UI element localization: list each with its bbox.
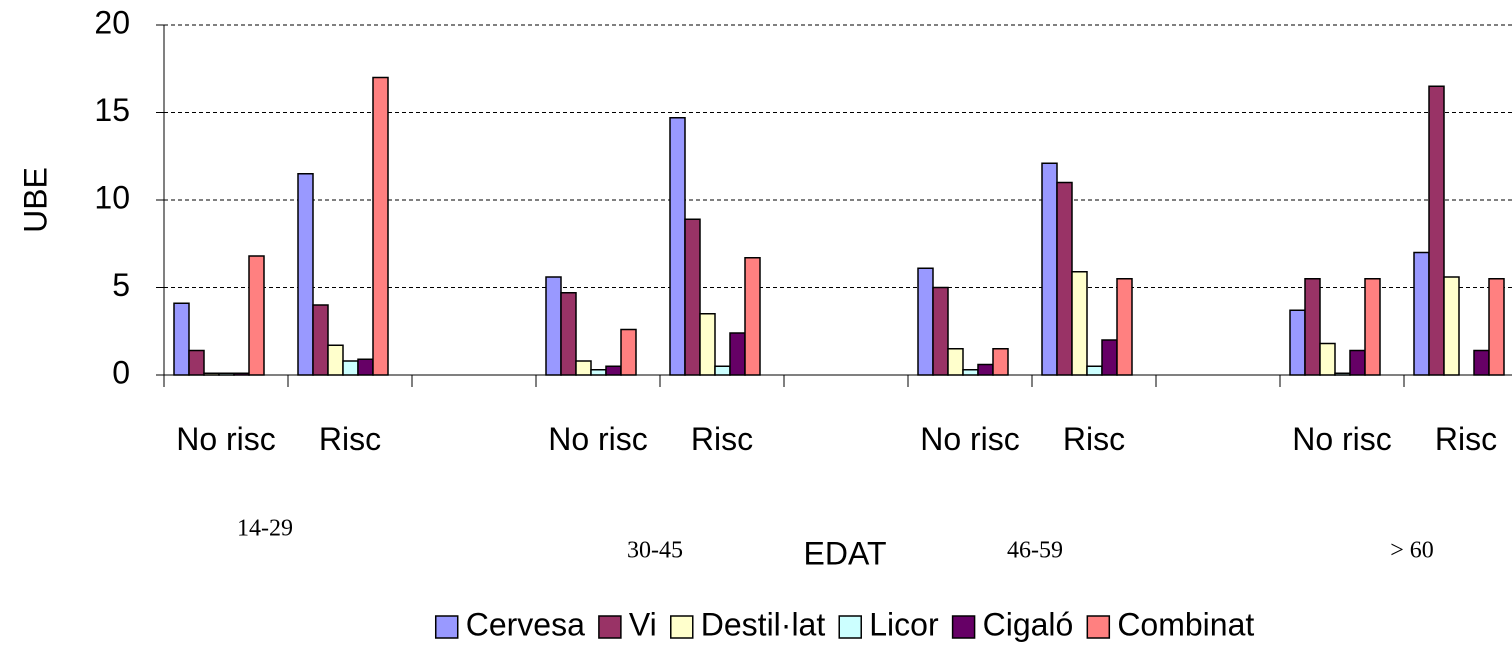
bar bbox=[699, 313, 716, 376]
bar bbox=[233, 372, 250, 376]
bar bbox=[372, 76, 389, 376]
x-axis-label: EDAT bbox=[804, 535, 887, 571]
bar bbox=[1428, 85, 1445, 376]
bar bbox=[1071, 271, 1088, 376]
bar bbox=[1086, 365, 1103, 376]
legend-swatch bbox=[1086, 615, 1111, 639]
x-tick-label: Risc bbox=[1434, 421, 1498, 457]
legend-label: Licor bbox=[869, 606, 939, 642]
bar bbox=[729, 332, 746, 376]
bar bbox=[327, 344, 344, 376]
bar bbox=[1289, 309, 1306, 376]
bar bbox=[992, 348, 1009, 376]
bar bbox=[203, 372, 220, 376]
bar bbox=[1443, 276, 1460, 376]
bar bbox=[962, 369, 979, 376]
x-tick-label-box: No risc bbox=[548, 421, 648, 457]
bar bbox=[188, 349, 205, 376]
bar bbox=[684, 218, 701, 376]
x-tick-label-box: Risc bbox=[318, 421, 382, 457]
bar bbox=[1319, 342, 1336, 376]
x-tick-label-box: No risc bbox=[1292, 421, 1392, 457]
legend-label: Cervesa bbox=[466, 606, 585, 642]
y-tick-label: 5 bbox=[112, 267, 130, 303]
y-axis-label: UBE bbox=[17, 167, 53, 233]
x-tick-label: Risc bbox=[1062, 421, 1126, 457]
bar bbox=[620, 328, 637, 376]
bar bbox=[1349, 349, 1366, 376]
group-label: 46-59 bbox=[1007, 538, 1063, 564]
legend-label: Combinat bbox=[1117, 606, 1254, 642]
bar bbox=[1041, 162, 1058, 376]
x-tick-label: Risc bbox=[690, 421, 754, 457]
legend-label: Destil·lat bbox=[701, 606, 826, 642]
legend-swatch bbox=[598, 615, 622, 639]
bar bbox=[357, 358, 374, 376]
legend-label: Vi bbox=[629, 606, 657, 642]
bar bbox=[605, 365, 622, 376]
group-label: 14-29 bbox=[237, 516, 293, 542]
bar bbox=[342, 360, 359, 376]
y-tick-label: 20 bbox=[94, 4, 130, 40]
y-tick-label: 10 bbox=[94, 179, 130, 215]
bar bbox=[297, 173, 314, 376]
legend-swatch bbox=[434, 615, 459, 639]
bar bbox=[248, 255, 265, 376]
x-tick-label: Risc bbox=[318, 421, 382, 457]
group-label: > 60 bbox=[1390, 538, 1434, 564]
bar bbox=[590, 369, 607, 376]
bar bbox=[1473, 349, 1490, 376]
bar bbox=[1364, 278, 1381, 376]
bar bbox=[575, 360, 592, 376]
bar bbox=[932, 286, 949, 376]
bar bbox=[1334, 372, 1351, 376]
x-tick-label-box: No risc bbox=[176, 421, 276, 457]
x-tick-label-box: Risc bbox=[690, 421, 754, 457]
bar bbox=[947, 348, 964, 376]
legend: Cervesa Vi Destil·lat Licor Cigaló Combinat bbox=[434, 606, 1254, 642]
bar bbox=[312, 304, 329, 376]
bar bbox=[977, 363, 994, 376]
bar bbox=[173, 302, 190, 376]
x-tick-label-box: No risc bbox=[920, 421, 1020, 457]
legend-swatch bbox=[838, 615, 862, 639]
bar bbox=[1413, 251, 1430, 376]
bar bbox=[560, 292, 577, 376]
legend-swatch bbox=[670, 615, 694, 639]
x-tick-label: No risc bbox=[1292, 421, 1392, 457]
x-tick-label-box: Risc bbox=[1062, 421, 1126, 457]
bar bbox=[669, 117, 686, 376]
bar bbox=[1304, 278, 1321, 376]
group-label: 30-45 bbox=[627, 538, 683, 564]
bar bbox=[218, 372, 235, 376]
bar bbox=[1101, 339, 1118, 376]
bar bbox=[545, 276, 562, 376]
x-tick-label: No risc bbox=[548, 421, 648, 457]
bar bbox=[1488, 278, 1505, 376]
bar bbox=[1056, 181, 1073, 376]
bar bbox=[1116, 278, 1133, 376]
x-tick-label: No risc bbox=[176, 421, 276, 457]
bar bbox=[744, 257, 761, 376]
legend-swatch bbox=[951, 615, 976, 639]
y-tick-label: 0 bbox=[112, 354, 130, 390]
bar bbox=[714, 365, 731, 376]
x-tick-label: No risc bbox=[920, 421, 1020, 457]
legend-label: Cigaló bbox=[983, 606, 1074, 642]
y-tick-label: 15 bbox=[94, 92, 130, 128]
bar bbox=[917, 267, 934, 376]
x-tick-label-box: Risc bbox=[1434, 421, 1498, 457]
